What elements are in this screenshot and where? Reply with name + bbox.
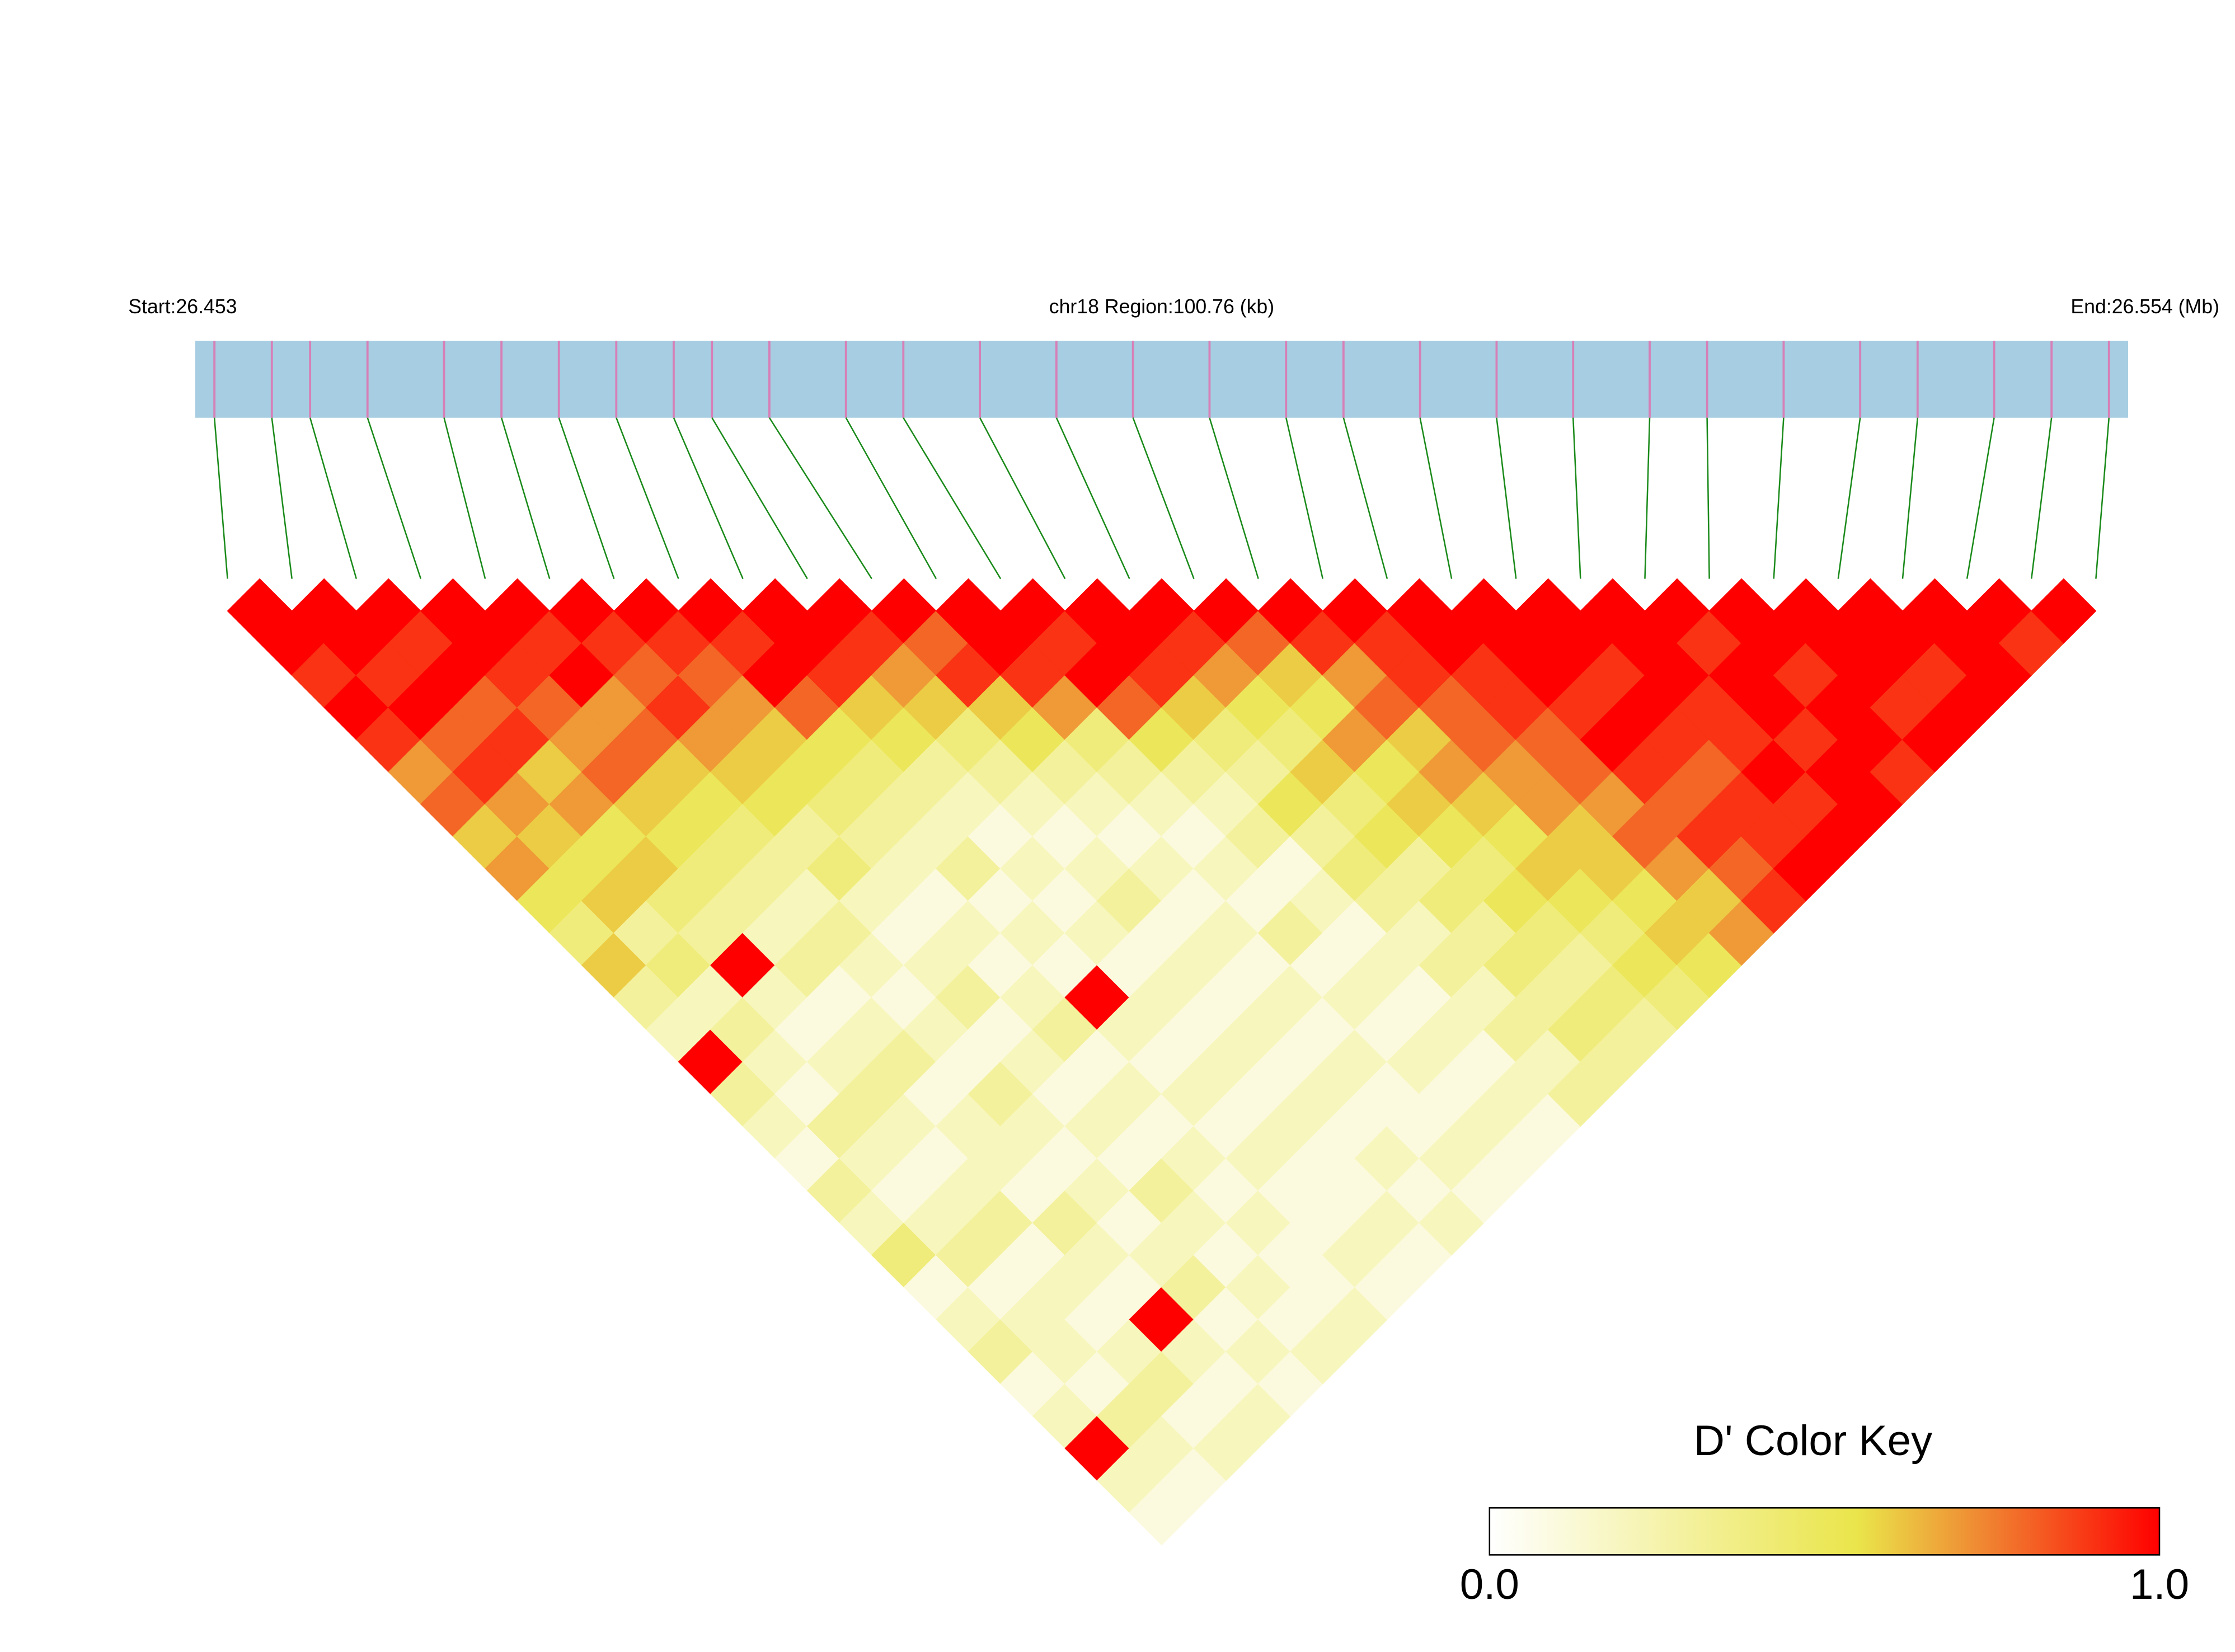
snp-link <box>1055 417 1130 580</box>
snp-link <box>1342 417 1388 579</box>
snp-link <box>367 417 422 579</box>
snp-link <box>1901 417 1919 579</box>
snp-link <box>1644 417 1651 579</box>
snp-link <box>768 417 872 580</box>
snp-link <box>309 417 358 579</box>
snp-link <box>979 417 1066 580</box>
key-tick-label: 0.0 <box>1460 1561 1519 1608</box>
legend-title: D' Color Key <box>1694 1417 1933 1465</box>
snp-link <box>845 417 937 580</box>
snp-link <box>1966 417 1995 579</box>
snp-link <box>500 417 551 579</box>
color-key <box>1489 1507 2161 1556</box>
snp-link <box>1132 417 1195 580</box>
region-label: chr18 Region:100.76 (kb) <box>1049 295 1274 318</box>
snp-link <box>1837 417 1861 579</box>
ld-cell <box>2031 578 2097 644</box>
snp-link <box>711 417 808 580</box>
end-label: End:26.554 (Mb) <box>2070 295 2219 318</box>
snp-link <box>1285 417 1324 579</box>
key-tick-label: 1.0 <box>2130 1561 2189 1608</box>
snp-link <box>1419 417 1453 579</box>
snp-link <box>1572 417 1581 579</box>
snp-link <box>2030 417 2053 579</box>
snp-link <box>673 417 744 580</box>
snp-link <box>271 417 293 579</box>
snp-link <box>2095 417 2110 579</box>
snp-link <box>558 417 615 579</box>
snp-link <box>616 417 679 580</box>
snp-link <box>1706 417 1710 579</box>
region-bar <box>195 341 2128 418</box>
snp-link <box>213 417 228 579</box>
snp-link <box>443 417 486 579</box>
snp-link <box>1496 417 1517 579</box>
snp-link <box>1209 417 1259 579</box>
start-label: Start:26.453 <box>128 295 237 318</box>
snp-link <box>903 417 1002 580</box>
snp-link <box>1773 417 1785 579</box>
